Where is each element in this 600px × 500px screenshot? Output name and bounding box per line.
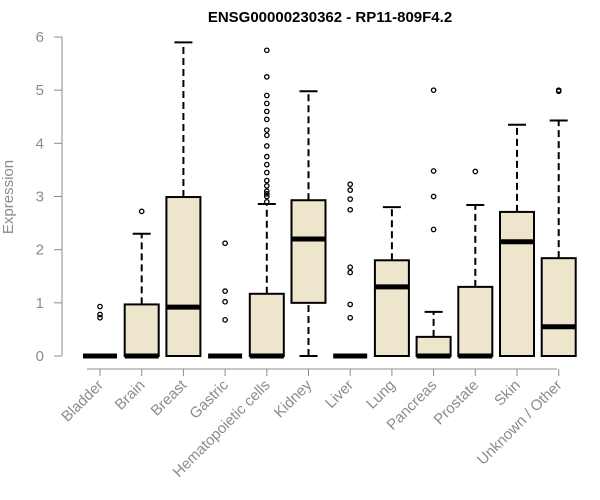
iqr-box [499, 210, 535, 357]
iqr-box [123, 303, 160, 358]
box-unknown-other [540, 87, 577, 358]
box-bladder [83, 303, 117, 359]
outlier-point [263, 100, 270, 107]
x-tick-label: Skin [491, 377, 524, 410]
x-tick-label: Kidney [271, 376, 316, 421]
y-tick-label: 4 [36, 135, 44, 152]
y-axis-ticks: 0 1 2 3 4 5 6 [36, 29, 62, 365]
x-tick-label: Liver [322, 377, 357, 412]
outlier-point [263, 108, 270, 115]
outlier-point [138, 208, 145, 215]
box-lung [373, 206, 410, 357]
outlier-point [222, 240, 228, 247]
y-axis-label: Expression [0, 160, 17, 234]
outlier-point [430, 193, 437, 200]
outlier-point [263, 177, 270, 184]
outlier-point [263, 198, 270, 205]
y-tick-label: 2 [36, 242, 44, 259]
outlier-point [263, 188, 270, 195]
iqr-box [248, 292, 285, 358]
outlier-point [430, 226, 437, 233]
outlier-point [430, 87, 437, 94]
box-liver [333, 181, 368, 359]
outlier-point [222, 298, 228, 305]
x-tick-label: Prostate [431, 377, 483, 429]
iqr-box [373, 259, 410, 357]
outlier-point [263, 161, 270, 168]
y-tick-label: 5 [36, 82, 44, 99]
outlier-point [347, 314, 354, 321]
outlier-point [347, 181, 354, 188]
chart-title: ENSG00000230362 - RP11-809F4.2 [208, 9, 452, 26]
outlier-point [222, 288, 228, 294]
outlier-point [263, 116, 270, 123]
outlier-point [263, 74, 270, 80]
y-tick-label: 0 [36, 348, 44, 365]
outlier-point [555, 87, 562, 94]
outlier-point [97, 311, 103, 318]
y-tick-label: 3 [36, 189, 44, 206]
outlier-point [347, 301, 354, 308]
outlier-point [430, 168, 437, 174]
outlier-point [263, 193, 270, 200]
outlier-point [263, 183, 270, 189]
outlier-point [263, 190, 270, 197]
outlier-point [263, 47, 270, 54]
box-breast [165, 41, 202, 357]
outlier-point [347, 196, 354, 203]
outlier-point [97, 314, 103, 321]
x-tick-label: Breast [148, 376, 191, 419]
outlier-point [263, 132, 270, 139]
box-kidney [290, 90, 327, 357]
outlier-point [97, 303, 103, 310]
box-prostate [457, 168, 494, 359]
outlier-point [472, 168, 479, 175]
outlier-point [263, 127, 270, 133]
box-gastric [208, 240, 243, 359]
outlier-point [263, 92, 270, 99]
iqr-box [540, 257, 577, 358]
outlier-point [347, 264, 354, 271]
box-skin [499, 123, 535, 357]
outlier-point [222, 316, 228, 323]
y-tick-label: 6 [36, 29, 44, 46]
box-pancreas [415, 87, 452, 359]
outlier-point [263, 169, 270, 176]
outlier-point [347, 269, 354, 276]
y-tick-label: 1 [36, 295, 44, 312]
iqr-box [290, 199, 327, 304]
iqr-box [165, 196, 202, 357]
outlier-point [347, 206, 354, 213]
box-brain [123, 208, 160, 359]
outlier-point [263, 143, 270, 149]
iqr-box [415, 335, 452, 357]
x-tick-label: Brain [112, 377, 149, 414]
box-hematopoietic-cells [248, 47, 285, 359]
box-group [83, 41, 577, 359]
x-tick-label: Lung [363, 377, 399, 413]
outlier-point [347, 187, 354, 193]
x-tick-label: Bladder [58, 377, 107, 426]
iqr-box [457, 285, 494, 357]
outlier-point [263, 153, 270, 160]
